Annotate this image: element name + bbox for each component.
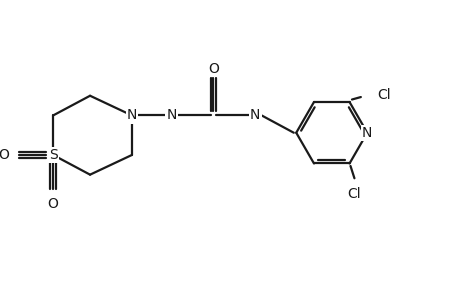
- Text: O: O: [207, 61, 218, 76]
- Text: N: N: [166, 109, 176, 122]
- Text: O: O: [0, 148, 9, 162]
- Text: Cl: Cl: [347, 187, 360, 201]
- Text: N: N: [127, 109, 137, 122]
- Text: O: O: [48, 197, 58, 211]
- Text: S: S: [49, 148, 57, 162]
- Text: Cl: Cl: [377, 88, 391, 102]
- Text: N: N: [361, 126, 372, 140]
- Text: N: N: [250, 109, 260, 122]
